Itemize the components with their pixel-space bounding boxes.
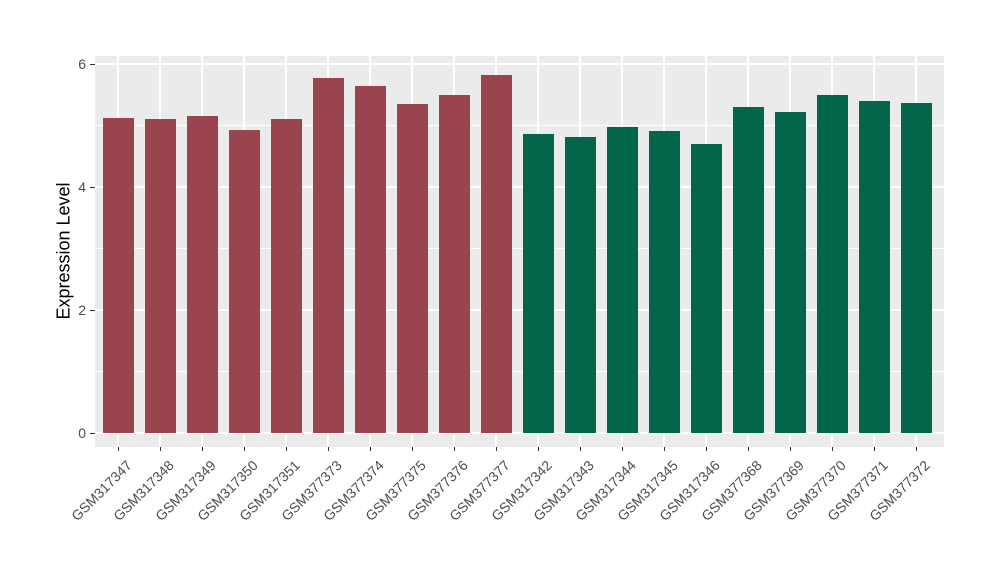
y-tick-mark <box>90 64 95 65</box>
bar <box>144 118 176 433</box>
bar <box>438 95 470 433</box>
bar <box>522 134 554 433</box>
x-tick-mark <box>621 447 623 451</box>
bar <box>606 127 638 433</box>
major-gridline <box>95 63 944 65</box>
x-tick-mark <box>705 447 707 451</box>
bar <box>480 75 512 433</box>
bar <box>900 103 932 433</box>
bar <box>396 103 428 433</box>
y-tick-mark <box>90 433 95 434</box>
bar <box>312 78 344 433</box>
bar <box>354 85 386 433</box>
bar <box>228 129 260 433</box>
x-tick-mark <box>915 447 917 451</box>
y-axis-title: Expression Level <box>53 182 74 320</box>
x-tick-mark <box>579 447 581 451</box>
x-tick-mark <box>201 447 203 451</box>
bar <box>186 115 218 433</box>
x-tick-mark <box>411 447 413 451</box>
x-tick-mark <box>537 447 539 451</box>
y-tick-mark <box>90 187 95 188</box>
x-tick-mark <box>117 447 119 451</box>
bar <box>648 131 680 433</box>
x-tick-mark <box>285 447 287 451</box>
x-tick-mark <box>831 447 833 451</box>
x-tick-mark <box>369 447 371 451</box>
y-tick-label: 4 <box>78 179 86 195</box>
x-tick-mark <box>495 447 497 451</box>
bar <box>564 136 596 433</box>
plot-panel <box>95 56 944 447</box>
bar <box>858 100 890 433</box>
y-tick-label: 6 <box>78 56 86 72</box>
y-tick-label: 0 <box>78 425 86 441</box>
bar <box>270 119 302 433</box>
x-tick-mark <box>243 447 245 451</box>
x-tick-mark <box>327 447 329 451</box>
bar <box>102 117 134 433</box>
x-tick-mark <box>747 447 749 451</box>
y-tick-mark <box>90 310 95 311</box>
x-tick-mark <box>873 447 875 451</box>
x-tick-mark <box>453 447 455 451</box>
y-tick-label: 2 <box>78 302 86 318</box>
bar <box>816 94 848 433</box>
bar <box>732 107 764 433</box>
bar <box>690 143 722 433</box>
x-tick-mark <box>789 447 791 451</box>
x-tick-mark <box>663 447 665 451</box>
x-tick-mark <box>159 447 161 451</box>
bar <box>774 111 806 433</box>
